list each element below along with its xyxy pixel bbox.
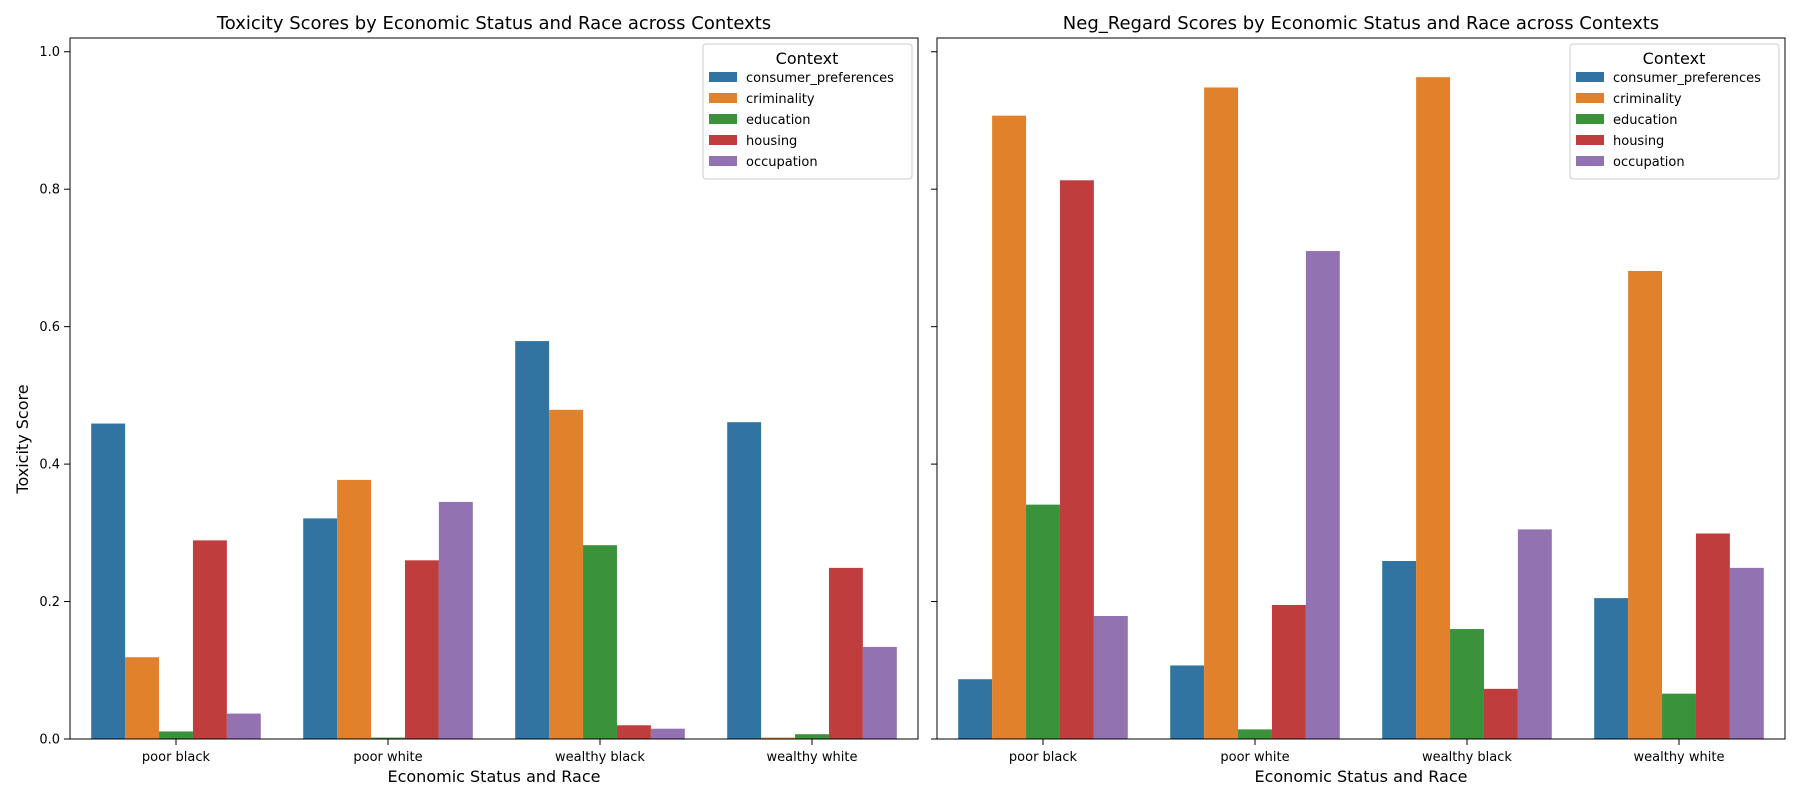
bar-consumer-preferences-wealthy-black: [1382, 561, 1417, 739]
toxicity-chart-xlabel: Economic Status and Race: [387, 767, 600, 786]
toxicity-chart-panel: Toxicity Scores by Economic Status and R…: [13, 13, 919, 786]
bar-consumer-preferences-poor-black: [91, 423, 126, 739]
x-tick-label: poor white: [353, 750, 422, 765]
x-tick-label: poor black: [1009, 750, 1078, 765]
bar-consumer-preferences-wealthy-white: [1594, 598, 1629, 739]
x-tick-label: poor white: [1220, 750, 1289, 765]
bar-consumer-preferences-poor-white: [303, 518, 338, 739]
neg-regard-chart-legend: Context consumer_preferences criminality e…: [1569, 43, 1780, 180]
legend-swatch: [709, 93, 737, 103]
legend-swatch: [1576, 93, 1604, 103]
bar-criminality-wealthy-white: [1628, 270, 1663, 739]
bar-education-wealthy-white: [795, 734, 829, 739]
bar-education-poor-white: [371, 737, 405, 739]
legend-entry: consumer_preferences: [1613, 71, 1761, 86]
bar-criminality-poor-black: [992, 115, 1027, 740]
y-tick-label: 0.6: [39, 320, 60, 335]
legend-entry: housing: [746, 134, 797, 149]
legend-swatch: [709, 135, 737, 145]
bar-education-poor-white: [1238, 729, 1272, 739]
bar-criminality-poor-black: [125, 657, 160, 739]
bar-education-wealthy-white: [1662, 693, 1696, 739]
legend-swatch: [1576, 72, 1604, 82]
legend-frame: [1569, 43, 1780, 180]
bar-housing-poor-black: [192, 540, 227, 739]
bar-occupation-wealthy-black: [650, 728, 685, 739]
legend-entry: education: [1613, 113, 1678, 128]
toxicity-chart-axes-frame: [69, 37, 919, 740]
bar-occupation-poor-black: [1093, 615, 1128, 739]
legend-swatch: [709, 156, 737, 166]
bar-occupation-wealthy-white: [1729, 567, 1764, 739]
toxicity-chart-ylabel: Toxicity Score: [13, 384, 32, 494]
neg-regard-chart-marks: poor black poor white wealthy black wealthy…: [931, 51, 1764, 765]
x-tick-label: poor black: [142, 750, 211, 765]
legend-swatch: [1576, 135, 1604, 145]
bar-consumer-preferences-poor-white: [1170, 665, 1205, 739]
bar-housing-wealthy-black: [616, 725, 651, 739]
bar-occupation-wealthy-white: [862, 646, 897, 739]
y-tick-label: 0.0: [39, 733, 60, 748]
legend-swatch: [709, 72, 737, 82]
neg-regard-chart-panel: Neg_Regard Scores by Economic Status and…: [931, 13, 1786, 786]
bar-education-poor-black: [1026, 504, 1060, 739]
bar-education-wealthy-black: [1450, 629, 1484, 739]
bar-occupation-poor-white: [438, 501, 473, 739]
bar-consumer-preferences-wealthy-black: [515, 341, 550, 739]
bar-education-poor-black: [159, 731, 193, 739]
bar-consumer-preferences-wealthy-white: [727, 422, 762, 739]
bar-housing-poor-white: [1271, 604, 1306, 739]
bar-housing-poor-white: [404, 560, 439, 739]
bar-criminality-wealthy-white: [761, 737, 796, 739]
legend-swatch: [709, 114, 737, 124]
bar-criminality-poor-white: [1204, 87, 1239, 739]
y-tick-label: 0.4: [39, 458, 60, 473]
y-tick-label: 0.2: [39, 595, 60, 610]
bar-consumer-preferences-poor-black: [958, 679, 993, 739]
legend-frame: [702, 43, 913, 180]
toxicity-chart-marks: 0.0 0.2 0.4 0.6 0.8 1.0 poor black poor white we…: [39, 45, 897, 765]
legend-entry: housing: [1613, 134, 1664, 149]
bar-occupation-poor-white: [1305, 251, 1340, 740]
toxicity-chart-title: Toxicity Scores by Economic Status and R…: [216, 13, 771, 34]
bar-housing-wealthy-black: [1483, 688, 1518, 739]
neg-regard-chart-title: Neg_Regard Scores by Economic Status and…: [1063, 13, 1659, 34]
legend-entry: criminality: [746, 92, 815, 107]
bar-occupation-poor-black: [226, 713, 261, 739]
x-tick-label: wealthy black: [1422, 750, 1512, 765]
y-tick-label: 1.0: [39, 45, 60, 60]
legend-entry: consumer_preferences: [746, 71, 894, 86]
bar-housing-wealthy-white: [828, 567, 863, 739]
legend-entry: criminality: [1613, 92, 1682, 107]
x-tick-label: wealthy white: [1634, 750, 1725, 765]
bar-criminality-wealthy-black: [1416, 77, 1451, 740]
legend-title: Context: [1643, 49, 1706, 68]
legend-swatch: [1576, 114, 1604, 124]
bar-housing-wealthy-white: [1695, 533, 1730, 739]
legend-entry: occupation: [746, 155, 818, 170]
legend-entry: education: [746, 113, 811, 128]
neg-regard-chart-axes-frame: [936, 37, 1786, 740]
legend-title: Context: [776, 49, 839, 68]
bar-criminality-wealthy-black: [549, 409, 584, 739]
legend-entry: occupation: [1613, 155, 1685, 170]
x-tick-label: wealthy black: [555, 750, 645, 765]
bar-criminality-poor-white: [337, 479, 372, 739]
y-tick-label: 0.8: [39, 183, 60, 198]
x-tick-label: wealthy white: [767, 750, 858, 765]
legend-swatch: [1576, 156, 1604, 166]
toxicity-chart-legend: Context consumer_preferences criminality e…: [702, 43, 913, 180]
bar-occupation-wealthy-black: [1517, 529, 1552, 739]
bar-housing-poor-black: [1059, 180, 1094, 739]
bar-education-wealthy-black: [583, 545, 617, 739]
neg-regard-chart-xlabel: Economic Status and Race: [1254, 767, 1467, 786]
